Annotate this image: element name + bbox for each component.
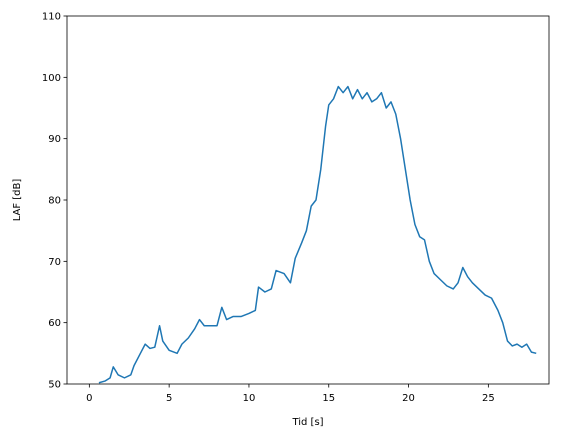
- y-tick-label: 70: [48, 257, 61, 268]
- x-tick-label: 15: [322, 393, 335, 404]
- y-tick-label: 50: [48, 380, 61, 391]
- y-axis-label: LAF [dB]: [12, 179, 23, 222]
- y-tick-label: 80: [48, 196, 61, 207]
- x-tick-label: 20: [402, 393, 415, 404]
- x-tick-label: 5: [166, 393, 172, 404]
- data-line: [98, 85, 537, 384]
- y-tick-label: 110: [42, 12, 61, 23]
- x-tick-label: 25: [482, 393, 495, 404]
- x-tick-label: 0: [86, 393, 92, 404]
- x-axis-label: Tid [s]: [291, 417, 323, 428]
- y-tick-label: 90: [48, 134, 61, 145]
- x-tick-label: 10: [243, 393, 256, 404]
- y-tick-label: 100: [42, 73, 61, 84]
- y-tick-label: 60: [48, 318, 61, 329]
- plot-frame: [66, 15, 550, 385]
